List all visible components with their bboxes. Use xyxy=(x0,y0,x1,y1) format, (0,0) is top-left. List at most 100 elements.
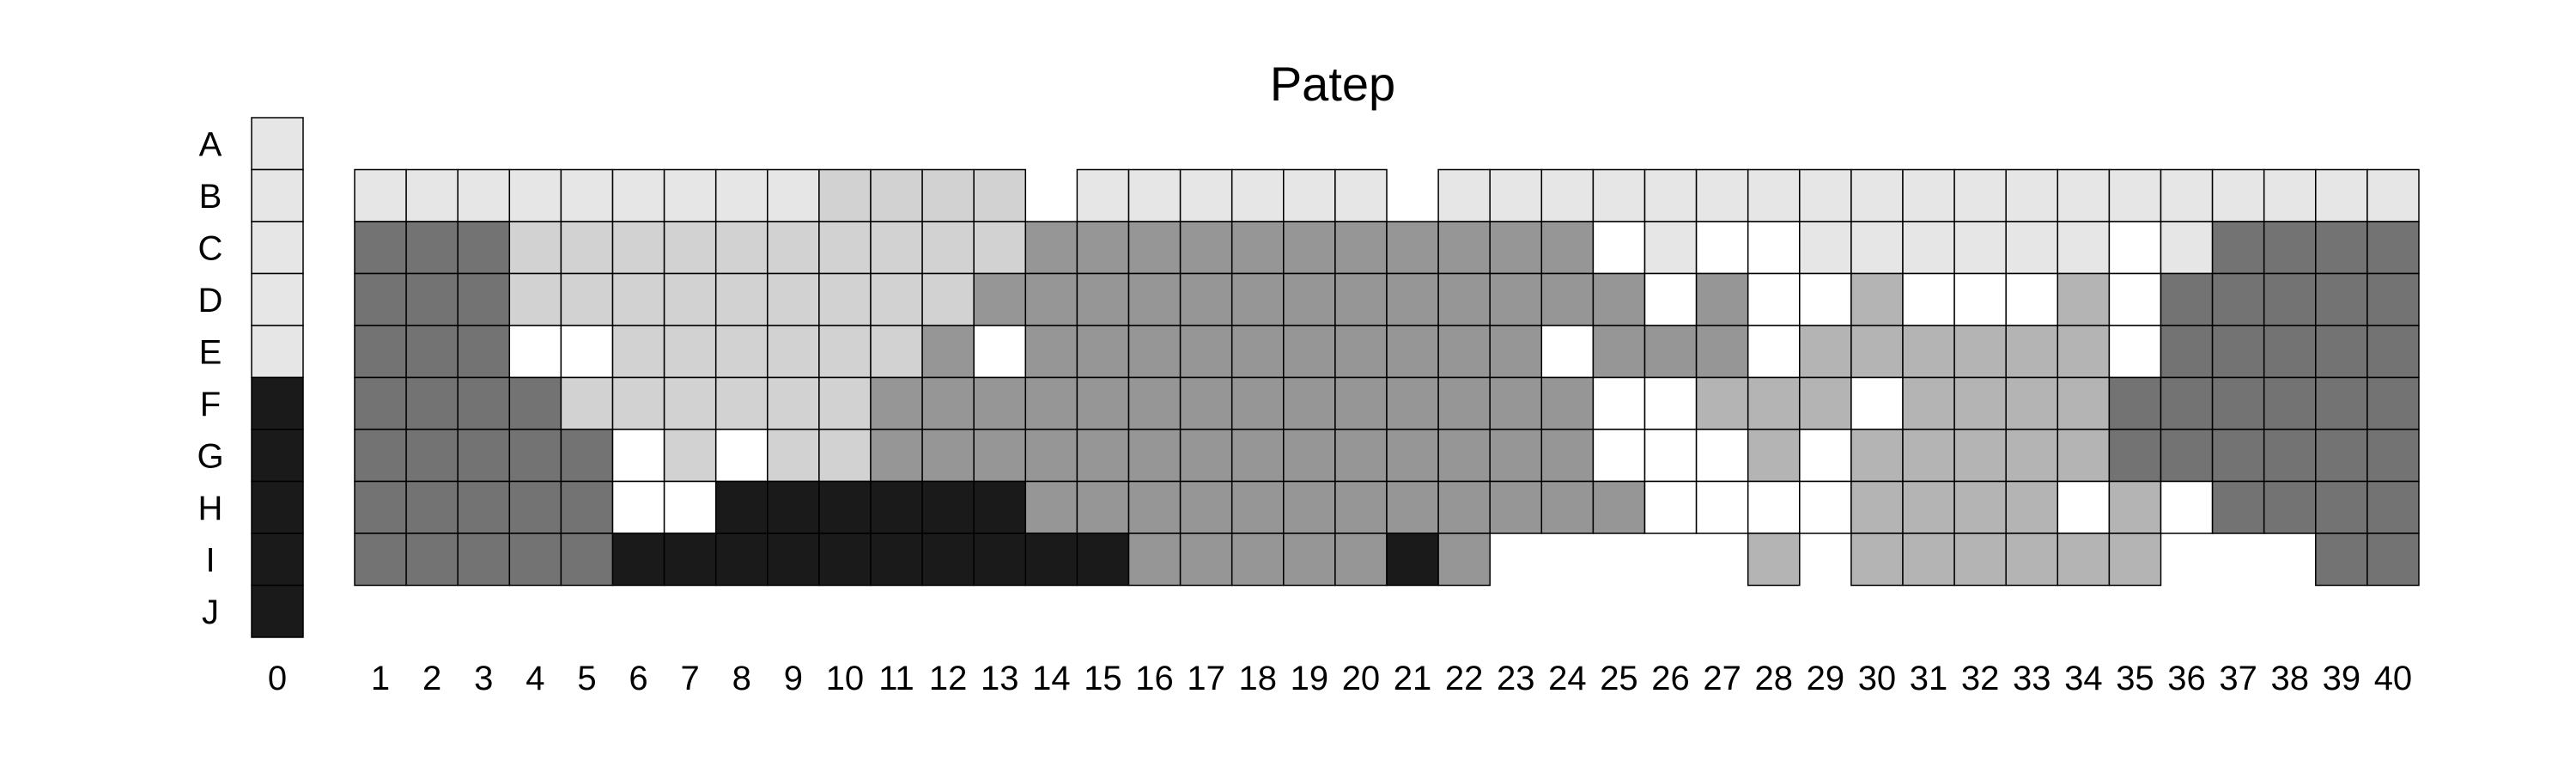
cell-h-7 xyxy=(663,480,717,534)
cell-h-4 xyxy=(508,480,562,534)
cell-b-5 xyxy=(560,168,614,222)
column-label-30: 30 xyxy=(1858,660,1897,697)
cell-c-38 xyxy=(2263,221,2317,275)
cell-i-6 xyxy=(611,533,665,587)
cell-f-15 xyxy=(1076,376,1130,430)
cell-c-8 xyxy=(714,221,769,275)
cell-b-8 xyxy=(714,168,769,222)
cell-b-31 xyxy=(1902,168,1955,222)
cell-b-10 xyxy=(818,168,872,222)
cell-d-1 xyxy=(354,272,407,326)
cell-d-25 xyxy=(1592,272,1646,326)
cell-e-3 xyxy=(457,325,511,379)
cell-h-14 xyxy=(1024,480,1078,534)
column-label-39: 39 xyxy=(2323,660,2361,697)
cell-h-18 xyxy=(1230,480,1285,534)
cell-f-31 xyxy=(1902,376,1955,430)
chart-title: Patep xyxy=(1270,57,1395,111)
cell-d-40 xyxy=(2366,272,2420,326)
cell-h-2 xyxy=(405,480,459,534)
cell-g-31 xyxy=(1902,429,1955,483)
key-cell-d xyxy=(251,272,304,326)
cell-d-16 xyxy=(1127,272,1182,326)
cell-h-13 xyxy=(973,480,1027,534)
column-label-34: 34 xyxy=(2064,660,2103,697)
cell-h-23 xyxy=(1489,480,1543,534)
cell-g-29 xyxy=(1799,429,1852,483)
cell-d-14 xyxy=(1024,272,1078,326)
key-cell-h xyxy=(251,480,304,534)
cell-g-37 xyxy=(2211,429,2265,483)
row-label-c: C xyxy=(198,229,223,267)
key-column xyxy=(251,117,304,638)
column-label-19: 19 xyxy=(1291,660,1329,697)
cell-e-22 xyxy=(1437,325,1491,379)
cell-f-17 xyxy=(1179,376,1233,430)
column-label-6: 6 xyxy=(629,660,647,697)
cell-e-25 xyxy=(1592,325,1646,379)
cell-e-6 xyxy=(611,325,665,379)
cell-b-17 xyxy=(1179,168,1233,222)
cell-c-26 xyxy=(1643,221,1698,275)
cell-g-4 xyxy=(508,429,562,483)
cell-c-7 xyxy=(663,221,717,275)
cell-b-19 xyxy=(1283,168,1336,222)
cell-g-35 xyxy=(2108,429,2162,483)
cell-e-27 xyxy=(1695,325,1749,379)
cell-i-22 xyxy=(1437,533,1491,587)
column-label-13: 13 xyxy=(981,660,1019,697)
cell-e-31 xyxy=(1902,325,1955,379)
cell-i-13 xyxy=(973,533,1027,587)
cell-d-35 xyxy=(2108,272,2162,326)
cell-h-22 xyxy=(1437,480,1491,534)
cell-g-39 xyxy=(2315,429,2368,483)
cell-h-6 xyxy=(611,480,665,534)
cell-f-32 xyxy=(1953,376,2007,430)
cell-b-1 xyxy=(354,168,407,222)
cell-f-16 xyxy=(1127,376,1182,430)
cell-c-3 xyxy=(457,221,511,275)
cell-c-21 xyxy=(1386,221,1439,275)
cell-d-17 xyxy=(1179,272,1233,326)
cell-e-29 xyxy=(1799,325,1852,379)
cell-e-19 xyxy=(1283,325,1336,379)
cell-c-2 xyxy=(405,221,459,275)
cell-i-9 xyxy=(767,533,820,587)
cell-d-33 xyxy=(2005,272,2059,326)
cell-h-21 xyxy=(1386,480,1439,534)
cell-b-6 xyxy=(611,168,665,222)
cell-g-17 xyxy=(1179,429,1233,483)
cell-d-15 xyxy=(1076,272,1130,326)
cell-f-26 xyxy=(1643,376,1698,430)
column-label-35: 35 xyxy=(2116,660,2154,697)
key-cell-a xyxy=(251,117,304,171)
column-label-27: 27 xyxy=(1703,660,1741,697)
cell-g-30 xyxy=(1850,429,1904,483)
cell-f-29 xyxy=(1799,376,1852,430)
cell-c-16 xyxy=(1127,221,1182,275)
cell-d-32 xyxy=(1953,272,2007,326)
key-cell-b xyxy=(251,168,304,222)
cell-b-15 xyxy=(1076,168,1130,222)
cell-g-34 xyxy=(2057,429,2111,483)
cell-c-39 xyxy=(2315,221,2368,275)
cell-i-30 xyxy=(1850,533,1904,587)
column-label-40: 40 xyxy=(2374,660,2413,697)
column-label-5: 5 xyxy=(577,660,596,697)
cell-b-22 xyxy=(1437,168,1491,222)
cell-f-14 xyxy=(1024,376,1078,430)
column-label-8: 8 xyxy=(732,660,751,697)
cell-f-11 xyxy=(870,376,923,430)
cell-c-23 xyxy=(1489,221,1543,275)
cell-f-9 xyxy=(767,376,820,430)
cell-b-7 xyxy=(663,168,717,222)
cell-f-36 xyxy=(2160,376,2214,430)
cell-d-6 xyxy=(611,272,665,326)
column-label-18: 18 xyxy=(1239,660,1278,697)
cell-d-34 xyxy=(2057,272,2111,326)
cell-e-10 xyxy=(818,325,872,379)
cell-d-31 xyxy=(1902,272,1955,326)
cell-e-16 xyxy=(1127,325,1182,379)
cell-c-19 xyxy=(1283,221,1336,275)
cell-e-20 xyxy=(1334,325,1388,379)
